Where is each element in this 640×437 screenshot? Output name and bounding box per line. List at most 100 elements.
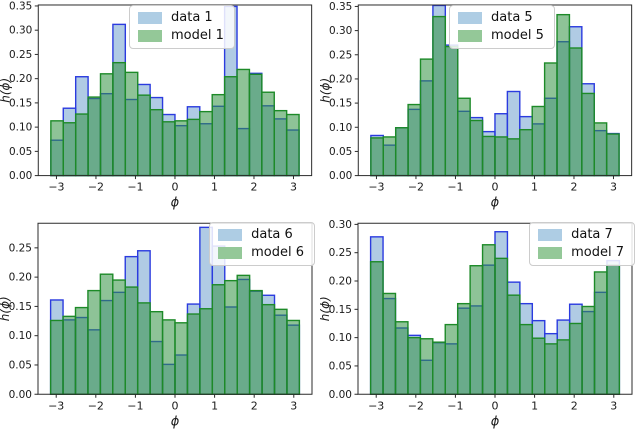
histogram-bar-model — [481, 135, 496, 177]
legend-entry: model 7 — [538, 246, 624, 260]
histogram-bar-model — [285, 113, 300, 177]
histogram-bar-model — [531, 337, 546, 395]
histogram-bar-model — [382, 136, 397, 177]
y-tick-label: 0.15 — [9, 301, 32, 313]
y-tick-label: 0.00 — [329, 170, 352, 182]
histogram-bar-model — [199, 110, 213, 177]
x-tick-label: 0 — [171, 181, 178, 194]
histogram-bar-model — [369, 261, 384, 395]
histogram-bar-model — [606, 264, 621, 395]
histogram-bar-model-series — [369, 244, 621, 395]
histogram-bar-model — [506, 294, 521, 395]
x-tick-label: 3 — [290, 399, 297, 412]
y-tick-label: 0.15 — [329, 98, 352, 110]
histogram-panel-5: −3 −2 −1 0 1 2 3 0.00 0.05 0.10 0.15 0.20 0.25 0.30 0.… — [320, 0, 640, 218]
legend-entry: model 5 — [458, 29, 544, 43]
histogram-bar-model — [382, 292, 397, 395]
y-tick-label: 0.15 — [9, 97, 32, 109]
x-tick-label: 3 — [290, 181, 297, 194]
histogram-bar-model — [74, 306, 89, 395]
histogram-bar-model — [174, 120, 189, 177]
x-tick-label: 0 — [172, 399, 179, 412]
legend-entry: data 5 — [458, 11, 544, 25]
histogram-bar-model — [161, 319, 176, 395]
histogram-bar-model — [99, 273, 114, 395]
legend-label: model 7 — [571, 245, 624, 260]
histogram-bar-model — [161, 121, 176, 177]
histogram-bar-model — [236, 68, 251, 177]
y-tick-label: 0.00 — [329, 389, 352, 401]
histogram-bar-model — [494, 136, 509, 177]
histogram-bar-model — [568, 47, 583, 177]
legend-entry: model 1 — [138, 29, 224, 43]
legend: data 6 model 6 — [209, 222, 315, 266]
histogram-bar-model — [236, 274, 251, 395]
histogram-bar-model — [519, 323, 534, 395]
y-tick-label: 0.35 — [329, 1, 352, 13]
histogram-bar-model — [568, 322, 583, 395]
histogram-bar-model — [62, 122, 77, 177]
x-axis-label: ϕ — [491, 414, 500, 429]
histogram-bar-model — [99, 73, 114, 177]
y-tick-label: 0.10 — [9, 330, 32, 342]
histogram-bar-model — [419, 338, 434, 395]
histogram-bar-model — [444, 45, 459, 177]
histogram-bar-model — [224, 279, 238, 395]
y-tick-label: 0.20 — [329, 276, 352, 288]
histogram-bar-model — [62, 315, 77, 395]
x-tick-label: 3 — [610, 399, 617, 412]
x-tick-label: −1 — [127, 181, 143, 194]
y-axis-label: h(ϕ) — [0, 78, 12, 103]
x-axis-label: ϕ — [171, 196, 180, 211]
histogram-bar-model — [211, 284, 226, 395]
histogram-bar-model — [469, 119, 484, 177]
x-tick-label: −3 — [48, 399, 64, 412]
legend-data-swatch-icon — [538, 229, 563, 241]
histogram-panel-1: −3 −2 −1 0 1 2 3 0.00 0.05 0.10 0.15 0.20 0.25 0.30 0.… — [0, 0, 320, 218]
legend-label: data 7 — [571, 227, 613, 242]
histogram-panel-6: −3 −2 −1 0 1 2 3 0.00 0.05 0.10 0.15 0.20 0.25 ϕ h(ϕ) d… — [0, 218, 320, 437]
y-tick-label: 0.35 — [9, 0, 32, 12]
x-tick-label: −1 — [447, 181, 463, 194]
chart-svg: −3 −2 −1 0 1 2 3 0.00 0.05 0.10 0.15 0.20 0.25 0.30 0.… — [320, 1, 633, 211]
histogram-bar-model — [124, 286, 139, 395]
y-axis-label: h(ϕ) — [320, 78, 332, 103]
x-tick-label: −3 — [368, 181, 384, 194]
histogram-bar-model — [469, 265, 484, 395]
histogram-bar-model — [49, 319, 64, 395]
histogram-bar-model — [273, 109, 288, 177]
histogram-bar-model — [87, 96, 102, 177]
x-tick-label: −3 — [368, 399, 384, 412]
legend: data 1 model 1 — [129, 5, 235, 49]
y-tick-label: 0.10 — [329, 332, 352, 344]
histogram-bar-model — [419, 58, 434, 177]
histogram-bar-model — [74, 113, 89, 177]
y-tick-label: 0.30 — [9, 25, 32, 37]
y-tick-label: 0.25 — [9, 242, 32, 254]
legend-entry: data 1 — [138, 11, 224, 25]
chart-svg: −3 −2 −1 0 1 2 3 0.00 0.05 0.10 0.15 0.20 0.25 ϕ h(ϕ) — [0, 222, 313, 429]
y-tick-label: 0.25 — [329, 247, 352, 259]
histogram-bar-model — [407, 103, 422, 177]
y-tick-label: 0.10 — [9, 122, 32, 134]
y-tick-label: 0.30 — [329, 25, 352, 37]
x-tick-label: −2 — [408, 181, 424, 194]
histogram-bar-model — [199, 308, 214, 395]
chart-svg: −3 −2 −1 0 1 2 3 0.00 0.05 0.10 0.15 0.20 0.25 0.30 0.… — [0, 0, 313, 211]
histogram-bar-model — [174, 322, 189, 395]
histogram-bar-model — [457, 97, 471, 177]
histogram-bar-model-series — [370, 13, 620, 177]
chart-svg: −3 −2 −1 0 1 2 3 0.00 0.05 0.10 0.15 0.20 0.25 0.30 ϕ h… — [320, 219, 633, 429]
histogram-bar-model — [444, 323, 459, 395]
histogram-bar-model — [407, 336, 422, 395]
legend-label: model 1 — [171, 28, 224, 43]
histogram-bar-model — [149, 108, 164, 177]
x-tick-label: 0 — [491, 181, 498, 194]
y-tick-label: 0.20 — [9, 73, 32, 85]
legend: data 7 model 7 — [529, 222, 635, 266]
histogram-bar-model — [211, 93, 226, 177]
histogram-bar-model — [136, 302, 151, 395]
histogram-bar-model-series — [49, 273, 301, 395]
histogram-bar-model — [286, 319, 301, 395]
